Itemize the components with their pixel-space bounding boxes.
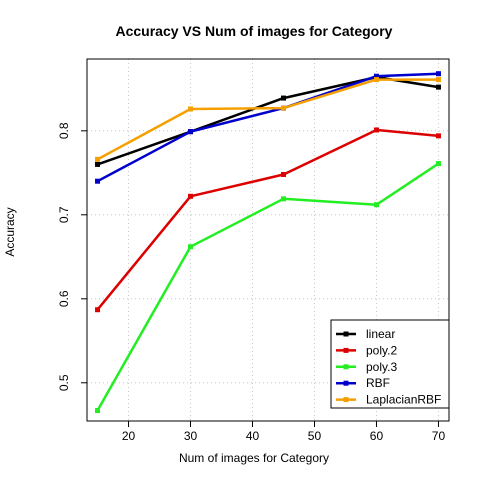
x-tick-label: 60 — [370, 429, 384, 443]
data-point-poly-3 — [95, 408, 101, 414]
data-point-rbf — [435, 71, 441, 77]
x-axis: 20 30 40 50 60 70 — [122, 421, 446, 443]
series-line-rbf — [96, 72, 439, 183]
x-tick-label: 20 — [122, 429, 136, 443]
y-tick-label: 0.7 — [57, 206, 71, 223]
legend-label-laplacianrbf: LaplacianRBF — [366, 393, 441, 407]
data-point-rbf — [373, 73, 379, 79]
y-tick-label: 0.5 — [57, 374, 71, 391]
legend-label-linear: linear — [366, 327, 395, 341]
series-line-poly-2 — [96, 128, 439, 311]
data-point-linear — [435, 84, 441, 90]
series-line-linear — [97, 75, 439, 166]
legend-label-poly-3: poly.3 — [366, 360, 397, 374]
y-axis: 0.5 0.6 0.7 0.8 — [57, 122, 87, 391]
y-axis-label: Accuracy — [3, 207, 17, 256]
legend-marker-poly-2 — [343, 347, 349, 353]
data-point-poly-2 — [435, 133, 441, 139]
legend-marker-linear — [343, 331, 349, 337]
y-tick-label: 0.8 — [57, 122, 71, 139]
legend-label-rbf: RBF — [366, 376, 390, 390]
data-point-poly-2 — [373, 127, 379, 133]
data-point-poly-3 — [435, 161, 441, 167]
data-point-poly-2 — [280, 171, 286, 177]
grid — [87, 59, 449, 421]
data-point-poly-3 — [280, 196, 286, 202]
data-point-laplacianrbf — [188, 106, 194, 112]
legend-label-poly-2: poly.2 — [366, 343, 397, 357]
legend-marker-poly-3 — [343, 364, 349, 370]
x-tick-label: 50 — [308, 429, 322, 443]
data-point-poly-2 — [95, 307, 101, 313]
x-tick-label: 30 — [184, 429, 198, 443]
chart-title: Accuracy VS Num of images for Category — [116, 23, 393, 39]
data-point-poly-2 — [188, 193, 194, 199]
legend-marker-rbf — [343, 380, 349, 386]
data-point-laplacianrbf — [435, 77, 441, 83]
data-point-poly-3 — [373, 202, 379, 208]
data-point-laplacianrbf — [280, 105, 286, 111]
data-point-rbf — [95, 178, 101, 184]
data-point-linear — [280, 95, 286, 101]
x-tick-label: 70 — [432, 429, 446, 443]
data-point-linear — [95, 161, 101, 167]
data-point-laplacianrbf — [95, 156, 101, 162]
data-point-poly-3 — [188, 244, 194, 250]
x-axis-label: Num of images for Category — [179, 451, 329, 465]
plot-border — [86, 58, 450, 422]
x-tick-label: 40 — [246, 429, 260, 443]
y-tick-label: 0.6 — [57, 290, 71, 307]
data-point-laplacianrbf — [373, 77, 379, 83]
series-group — [95, 71, 441, 414]
legend-marker-laplacianrbf — [343, 397, 349, 403]
legend: linear poly.2 poly.3 RBF LaplacianRBF — [330, 319, 450, 409]
data-point-rbf — [188, 129, 194, 135]
